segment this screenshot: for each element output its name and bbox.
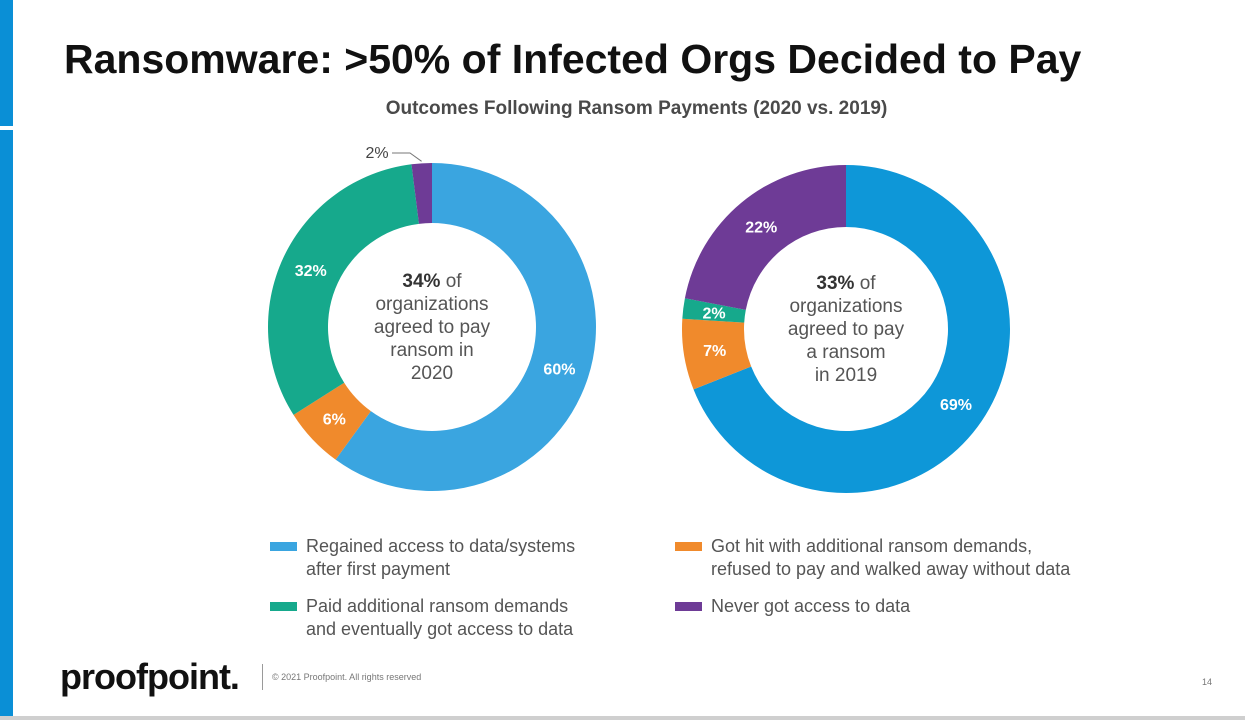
donut-slice-regained [693, 165, 1010, 493]
center-text-line: ransom in [390, 340, 473, 361]
legend-swatch-blue [270, 542, 297, 551]
center-text-line: in 2019 [815, 365, 877, 386]
center-text-line: organizations [375, 294, 488, 315]
legend-label: Paid additional ransom demands and event… [306, 596, 574, 639]
accent-bar-bottom [0, 130, 13, 716]
slice-label: 60% [543, 361, 575, 378]
legend-item-refused-to-pay: Got hit with additional ransom demands, … [675, 535, 1070, 581]
donut-slice-additional-demands-refused [293, 382, 371, 460]
donut-slice-paid-additional [268, 164, 419, 415]
slice-label: 7% [703, 343, 726, 360]
page-number: 14 [1202, 677, 1213, 687]
legend-swatch-green [270, 602, 297, 611]
center-text-line: 33% of [816, 273, 876, 294]
slice-label: 22% [745, 220, 777, 237]
donut-slice-additional-demands-refused [682, 318, 752, 390]
legend-label: Regained access to data/systems after fi… [306, 536, 576, 579]
center-text-line: organizations [789, 296, 902, 317]
legend-column-right: Got hit with additional ransom demands, … [675, 535, 1070, 632]
slide-title: Ransomware: >50% of Infected Orgs Decide… [64, 36, 1082, 82]
slice-label: 32% [295, 263, 327, 280]
chart-title: Outcomes Following Ransom Payments (2020… [385, 98, 888, 119]
center-text-line: agreed to pay [788, 319, 905, 340]
donut-slice-never-access [684, 165, 846, 310]
donut-slice-never-access [411, 163, 432, 224]
center-text-line: a ransom [806, 342, 885, 363]
slice-label: 2% [702, 305, 725, 322]
legend-item-regained-access: Regained access to data/systems after fi… [270, 535, 575, 581]
legend-item-never-got-access: Never got access to data [675, 595, 1070, 618]
legend-swatch-orange [675, 542, 702, 551]
callout-line [392, 152, 422, 162]
slice-label: 2% [365, 145, 388, 162]
footer-divider [262, 664, 263, 690]
proofpoint-logo: proofpoint. [60, 656, 240, 697]
donut-slice-regained [335, 163, 597, 491]
legend-column-left: Regained access to data/systems after fi… [270, 535, 575, 655]
bottom-rule [0, 716, 1245, 720]
legend-swatch-purple [675, 602, 702, 611]
legend-label: Never got access to data [711, 596, 911, 616]
donut-slice-paid-additional [682, 298, 746, 323]
footer-copyright: © 2021 Proofpoint. All rights reserved [272, 672, 422, 682]
legend-item-paid-additional: Paid additional ransom demands and event… [270, 595, 575, 641]
slice-label: 69% [940, 397, 972, 414]
center-text-line: 34% of [402, 271, 462, 292]
accent-bar-top [0, 0, 13, 126]
center-text-line: agreed to pay [374, 317, 491, 338]
center-text-line: 2020 [411, 363, 453, 384]
legend-label: Got hit with additional ransom demands, … [711, 536, 1071, 579]
slice-label: 6% [323, 412, 346, 429]
